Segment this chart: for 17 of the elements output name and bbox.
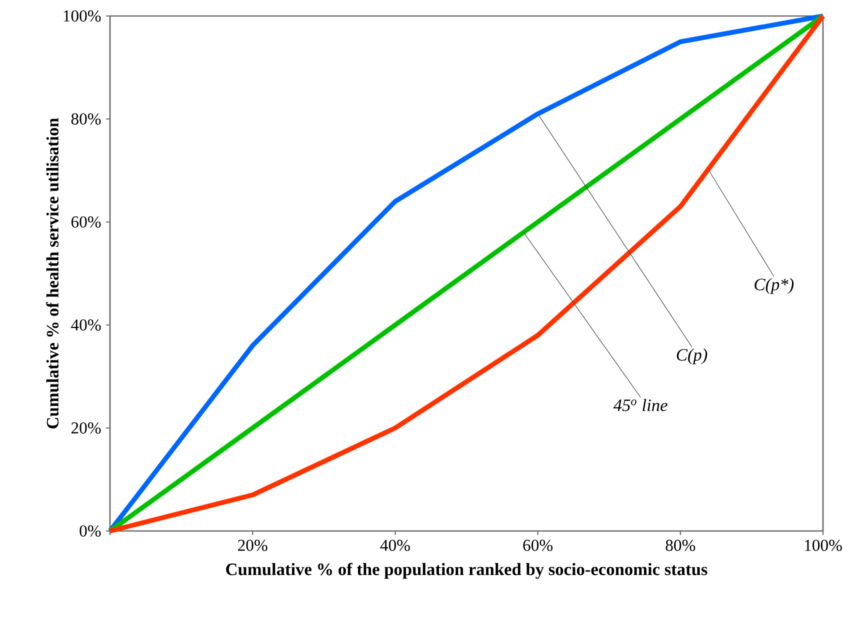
y-axis-title: Cumulative % of health service utilisation [46, 118, 59, 428]
x-tick-label: 100% [805, 540, 842, 552]
x-tick-label: 60% [523, 540, 553, 552]
x-axis-title: Cumulative % of the population ranked by socio-economic status [226, 562, 708, 579]
y-tick-label: 20% [71, 422, 101, 434]
x-tick-label: 80% [666, 540, 696, 552]
annotation: C(p) [676, 348, 708, 364]
y-tick-label: 0% [80, 525, 101, 537]
annotation: 45$^{o}$ line [613, 398, 668, 412]
x-tick-label: 40% [380, 540, 410, 552]
line-series [108, 14, 826, 534]
y-tick-label: 40% [71, 319, 101, 331]
y-tick-label: 80% [71, 113, 101, 125]
annotation: C(p*) [754, 278, 794, 294]
y-tick-label: 60% [71, 216, 101, 228]
y-tick-label: 100% [64, 10, 101, 22]
x-tick-label: 20% [238, 540, 268, 552]
